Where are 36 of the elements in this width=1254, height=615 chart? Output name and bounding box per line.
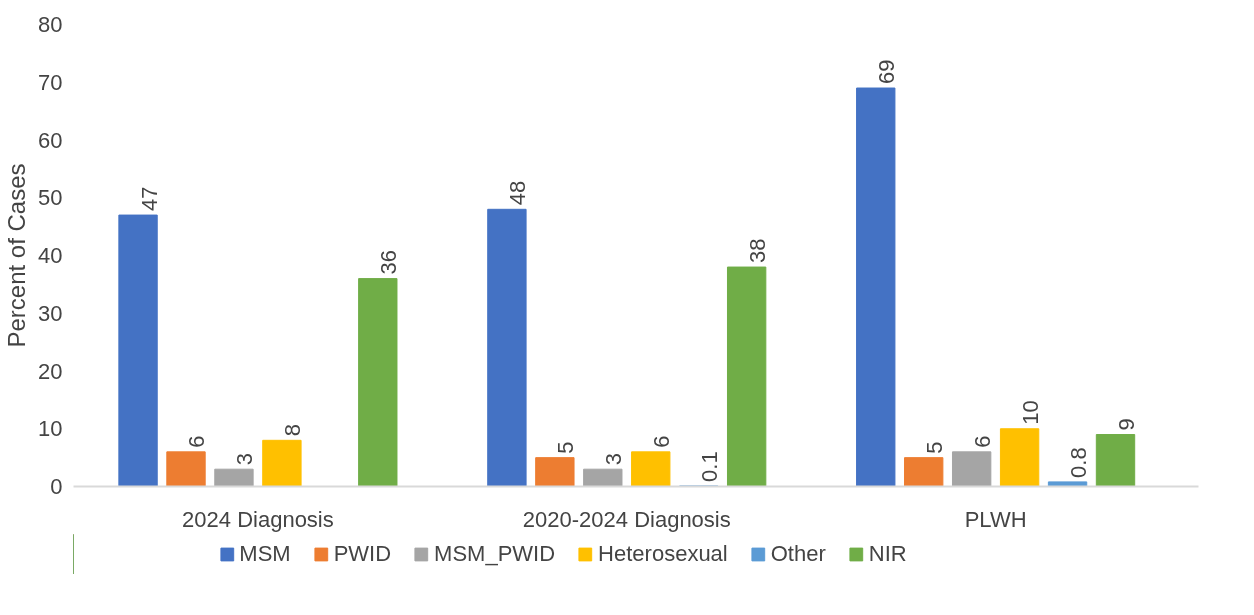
legend-label: Heterosexual: [598, 541, 728, 567]
legend-label: MSM: [239, 541, 291, 567]
data-label: 9: [1114, 418, 1140, 431]
data-label: 48: [505, 180, 531, 206]
y-tick-label: 50: [38, 185, 63, 211]
data-label: 0.8: [1066, 447, 1092, 478]
data-label: 3: [232, 452, 258, 466]
y-tick-label: 40: [38, 243, 63, 268]
legend-label: MSM_PWID: [434, 541, 556, 567]
x-tick-label: PLWH: [964, 506, 1027, 532]
x-tick-label: 2024 Diagnosis: [182, 506, 334, 532]
legend-label: NIR: [868, 541, 907, 567]
y-axis-title: Percent of Cases: [3, 163, 31, 348]
data-label: 5: [922, 441, 948, 454]
data-label: 0.1: [697, 451, 723, 482]
y-tick-label: 0: [50, 474, 63, 499]
data-label: 38: [745, 238, 771, 264]
x-tick-label: 2020-2024 Diagnosis: [522, 506, 731, 532]
data-label: 6: [970, 435, 996, 448]
y-tick-label: 30: [38, 300, 63, 326]
y-tick-label: 10: [38, 416, 63, 442]
data-label: 6: [649, 435, 675, 448]
data-label: 6: [184, 435, 210, 448]
data-label: 5: [553, 441, 579, 454]
data-label: 8: [280, 424, 306, 437]
data-label: 3: [601, 452, 627, 466]
y-tick-label: 80: [38, 12, 63, 37]
data-label: 10: [1018, 400, 1044, 425]
legend-label: Other: [770, 541, 826, 567]
y-tick-label: 60: [38, 127, 63, 153]
data-label: 69: [874, 59, 900, 85]
data-label: 36: [376, 250, 402, 275]
y-tick-label: 20: [38, 358, 63, 384]
data-label: 47: [136, 186, 162, 212]
y-tick-label: 70: [38, 69, 63, 95]
legend-label: PWID: [333, 541, 392, 567]
